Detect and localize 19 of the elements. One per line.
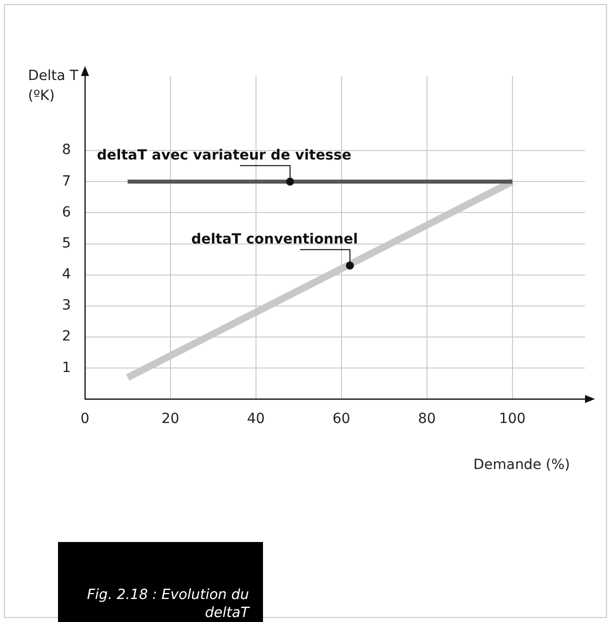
y-tick-label: 2 [62, 328, 71, 345]
annotation: deltaT avec variateur de vitesse [96, 148, 352, 164]
y-tick-label: 3 [62, 298, 71, 314]
y-tick-label: 7 [62, 173, 71, 190]
y-axis-title: Delta T (ºK) [28, 67, 80, 106]
y-tick-label: 6 [62, 204, 71, 220]
x-tick-label: 100 [498, 411, 526, 428]
y-tick-label: 8 [62, 142, 71, 158]
caption: Fig. 2.18 : Evolution du deltaT [58, 542, 263, 622]
y-tick-label: 5 [62, 235, 71, 252]
x-tick-label: 60 [332, 411, 350, 428]
annotation: deltaT conventionnel [191, 232, 358, 248]
x-tick-label: 0 [80, 411, 90, 428]
x-axis-title: Demande (%) [472, 457, 570, 473]
x-tick-label: 40 [246, 411, 265, 428]
x-tick-label: 20 [161, 411, 180, 428]
y-tick-label: 4 [62, 266, 71, 283]
x-tick-label: 80 [418, 411, 436, 428]
y-tick-label: 1 [62, 360, 71, 376]
